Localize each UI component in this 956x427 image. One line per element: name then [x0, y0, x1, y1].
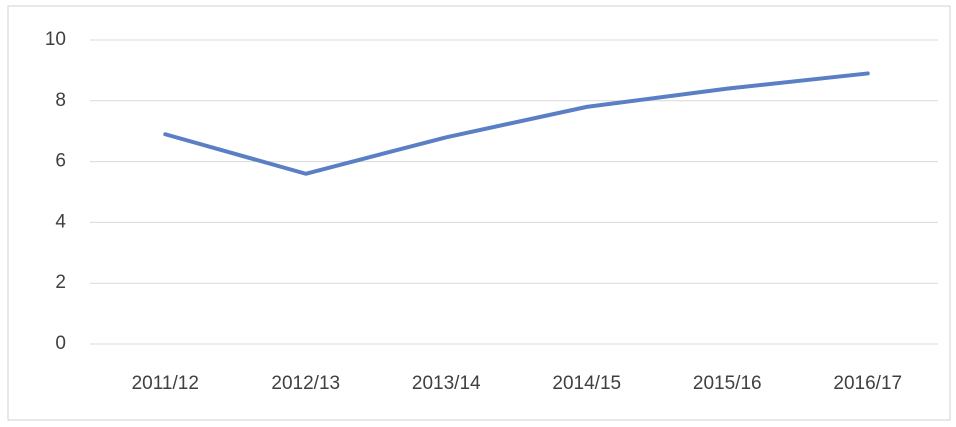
x-tick-label: 2012/13: [271, 373, 340, 394]
y-tick-label: 8: [55, 90, 66, 111]
x-tick-label: 2014/15: [552, 373, 621, 394]
y-tick-label: 10: [45, 29, 66, 50]
line-series: [163, 71, 870, 176]
x-tick-label: 2015/16: [693, 373, 762, 394]
chart-frame: [7, 5, 951, 421]
y-tick-label: 6: [55, 151, 66, 172]
y-tick-label: 2: [55, 272, 66, 293]
x-tick-label: 2016/17: [833, 373, 902, 394]
y-tick-label: 4: [55, 211, 66, 232]
y-tick-label: 0: [55, 333, 66, 354]
x-tick-label: 2013/14: [412, 373, 481, 394]
x-tick-label: 2011/12: [132, 373, 199, 394]
